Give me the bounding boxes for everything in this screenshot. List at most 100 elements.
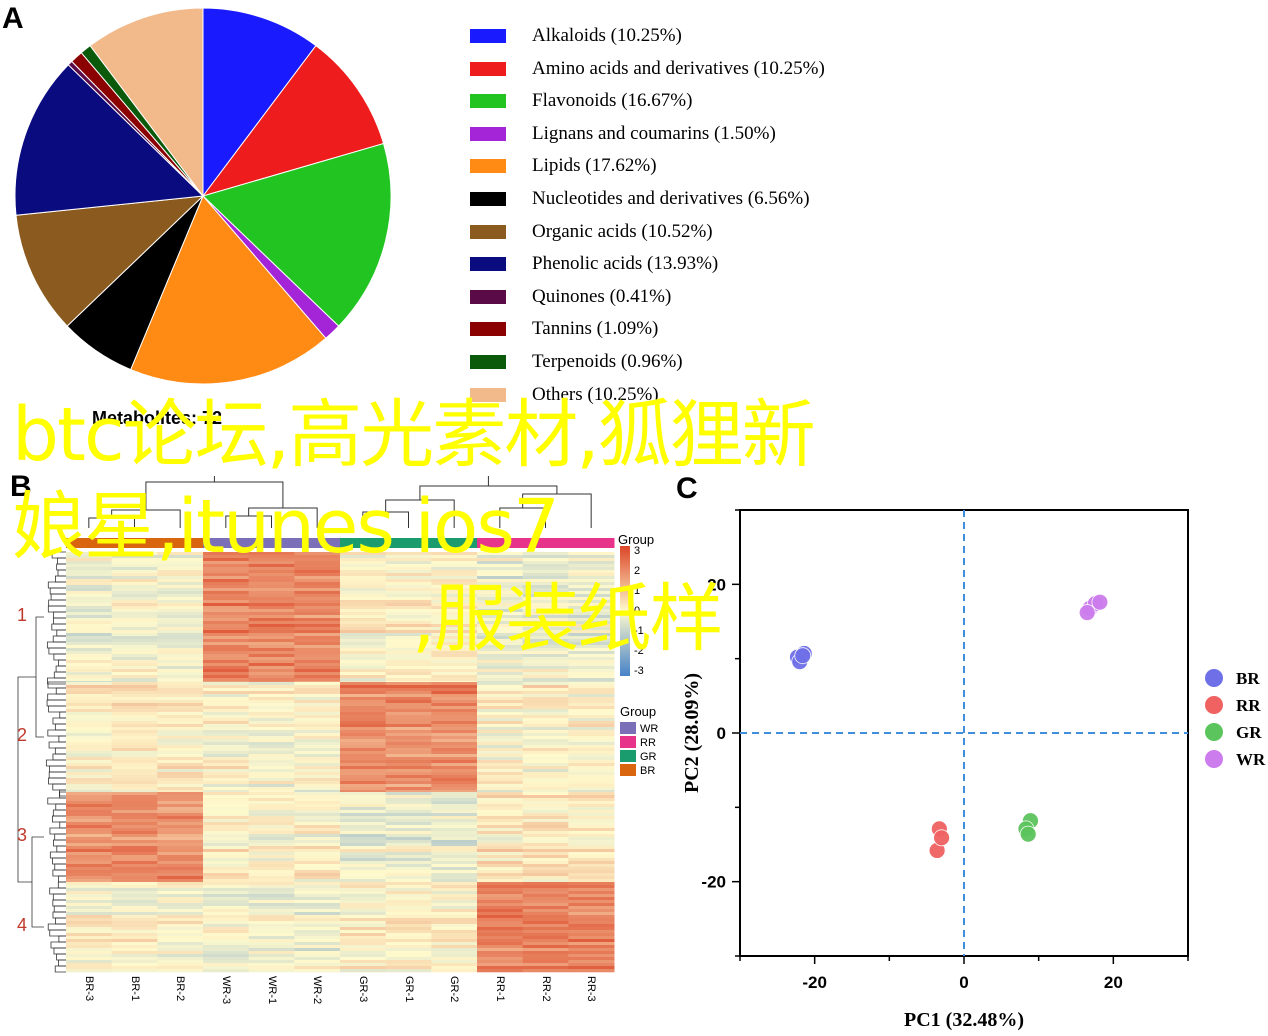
pca-plot: -20 0 20 -20 0 20 PC1 (32.48%) PC2 (28.09%) BR RR… <box>681 509 1266 1031</box>
legend-label: Others (10.25%) <box>532 383 659 405</box>
pie-legend-item: Phenolic acids (13.93%) <box>470 252 718 276</box>
pie-legend-item: Tannins (1.09%) <box>470 317 658 341</box>
pie-slice-alkaloids <box>202 7 317 198</box>
legend-label: RR <box>1236 696 1261 715</box>
group-bar-cell <box>431 538 478 548</box>
legend-marker <box>1205 669 1223 687</box>
color-scale-tick: -1 <box>634 625 644 637</box>
cluster-number: 2 <box>17 725 28 745</box>
legend-marker <box>1205 750 1223 768</box>
pie-legend-item: Amino acids and derivatives (10.25%) <box>470 57 825 81</box>
column-label: WR-3 <box>219 976 232 1005</box>
legend-swatch <box>470 257 506 272</box>
legend-label: Flavonoids (16.67%) <box>532 90 693 112</box>
legend-label: GR <box>1236 723 1262 742</box>
group-legend-swatch <box>620 764 636 776</box>
color-scale-tick: 0 <box>634 605 640 617</box>
legend-swatch <box>470 355 506 369</box>
group-bar-cell <box>568 538 615 548</box>
group-bar-cell <box>294 538 341 548</box>
group-legend-label: BR <box>640 765 655 777</box>
point-wr <box>1078 604 1096 621</box>
legend-label: WR <box>1236 750 1266 769</box>
color-scale-tick: 3 <box>634 545 640 557</box>
legend-label: Tannins (1.09%) <box>532 318 659 340</box>
panel-c-label: C <box>676 472 698 505</box>
column-label: GR-2 <box>448 976 461 1003</box>
column-label: WR-1 <box>265 976 278 1005</box>
group-bar-cell <box>111 538 158 548</box>
y-tick-label: 0 <box>717 724 726 743</box>
cluster-number: 3 <box>17 825 28 845</box>
legend-label: Nucleotides and derivatives (6.56%) <box>532 188 810 209</box>
legend-label: Terpenoids (0.96%) <box>532 351 683 372</box>
point-wr <box>1091 593 1109 611</box>
group-bar-cell <box>340 538 387 548</box>
group-legend-title: Group <box>620 704 656 719</box>
overlay-line-3: ,服装纸样 <box>412 576 724 662</box>
color-scale-bar <box>620 546 630 676</box>
group-bar-cell <box>248 538 295 548</box>
pie-legend-item: Lignans and coumarins (1.50%) <box>470 122 776 146</box>
pie-slice-amino-acids-and-derivatives <box>201 44 385 197</box>
cluster-number: 1 <box>17 605 28 625</box>
column-dendrogram <box>88 476 592 528</box>
pie-legend-item: Terpenoids (0.96%) <box>470 350 683 374</box>
column-label: RR-3 <box>585 976 598 1002</box>
legend-swatch <box>470 94 506 109</box>
pie-slice-organic-acids <box>15 195 205 327</box>
group-legend-label: GR <box>640 751 657 763</box>
group-bar-cell <box>522 538 569 548</box>
legend-marker <box>1205 696 1223 714</box>
point-gr <box>1019 825 1037 843</box>
legend-label: Lipids (17.62%) <box>532 155 657 177</box>
column-label: BR-1 <box>128 976 141 1002</box>
column-label: RR-2 <box>539 976 552 1002</box>
y-tick-label: -20 <box>701 873 726 892</box>
color-scale-tick: -3 <box>634 665 644 677</box>
group-bar-cell <box>203 538 250 548</box>
legend-label: Organic acids (10.52%) <box>532 220 713 242</box>
column-label: GR-1 <box>402 976 415 1003</box>
row-dendrogram <box>17 551 66 973</box>
point-br <box>794 647 812 665</box>
legend-swatch <box>470 322 506 337</box>
legend-swatch <box>470 289 506 304</box>
cluster-number: 4 <box>17 915 28 935</box>
pie-legend-item: Others (10.25%) <box>470 383 659 407</box>
legend-label: Alkaloids (10.25%) <box>532 25 682 46</box>
group-bar-cell <box>385 538 432 548</box>
group-legend-swatch <box>620 750 636 762</box>
group-legend-swatch <box>620 722 636 734</box>
pie-slice-flavonoids <box>202 142 392 327</box>
x-tick-label: -20 <box>802 973 827 992</box>
pie-legend-item: Nucleotides and derivatives (6.56%) <box>470 187 810 211</box>
legend-swatch <box>470 387 506 402</box>
pie-legend-item: Alkaloids (10.25%) <box>470 24 682 48</box>
group-legend-swatch <box>620 736 636 748</box>
group-legend-label: RR <box>640 737 656 749</box>
legend-swatch <box>470 192 506 206</box>
group-bar-cell <box>66 538 113 548</box>
pie-title: Metabolites: 72 <box>92 408 223 428</box>
overlay-line-1: btc论坛,高光素材,狐狸新 <box>12 392 816 478</box>
color-scale-tick: 2 <box>634 565 640 577</box>
y-axis-label: PC2 (28.09%) <box>681 673 703 793</box>
group-bar-cell <box>157 538 204 548</box>
color-scale-tick: 1 <box>634 585 640 597</box>
panel-a-label: A <box>2 2 24 35</box>
pie-legend-item: Quinones (0.41%) <box>470 285 671 309</box>
pie-legend-item: Lipids (17.62%) <box>470 154 657 178</box>
column-label: BR-2 <box>174 976 187 1002</box>
legend-swatch <box>470 159 506 174</box>
legend-swatch <box>470 61 506 76</box>
panel-b-label: B <box>10 470 32 503</box>
column-label: GR-3 <box>356 976 369 1003</box>
group-legend-label: WR <box>640 723 658 735</box>
x-tick-label: 0 <box>959 973 968 992</box>
overlay-line-2: 娘星,itunes ios7 <box>12 484 560 570</box>
pie-legend-item: Organic acids (10.52%) <box>470 220 713 244</box>
pie-legend-item: Flavonoids (16.67%) <box>470 89 692 113</box>
legend-label: BR <box>1236 669 1260 688</box>
group-bar-cell <box>477 538 524 548</box>
